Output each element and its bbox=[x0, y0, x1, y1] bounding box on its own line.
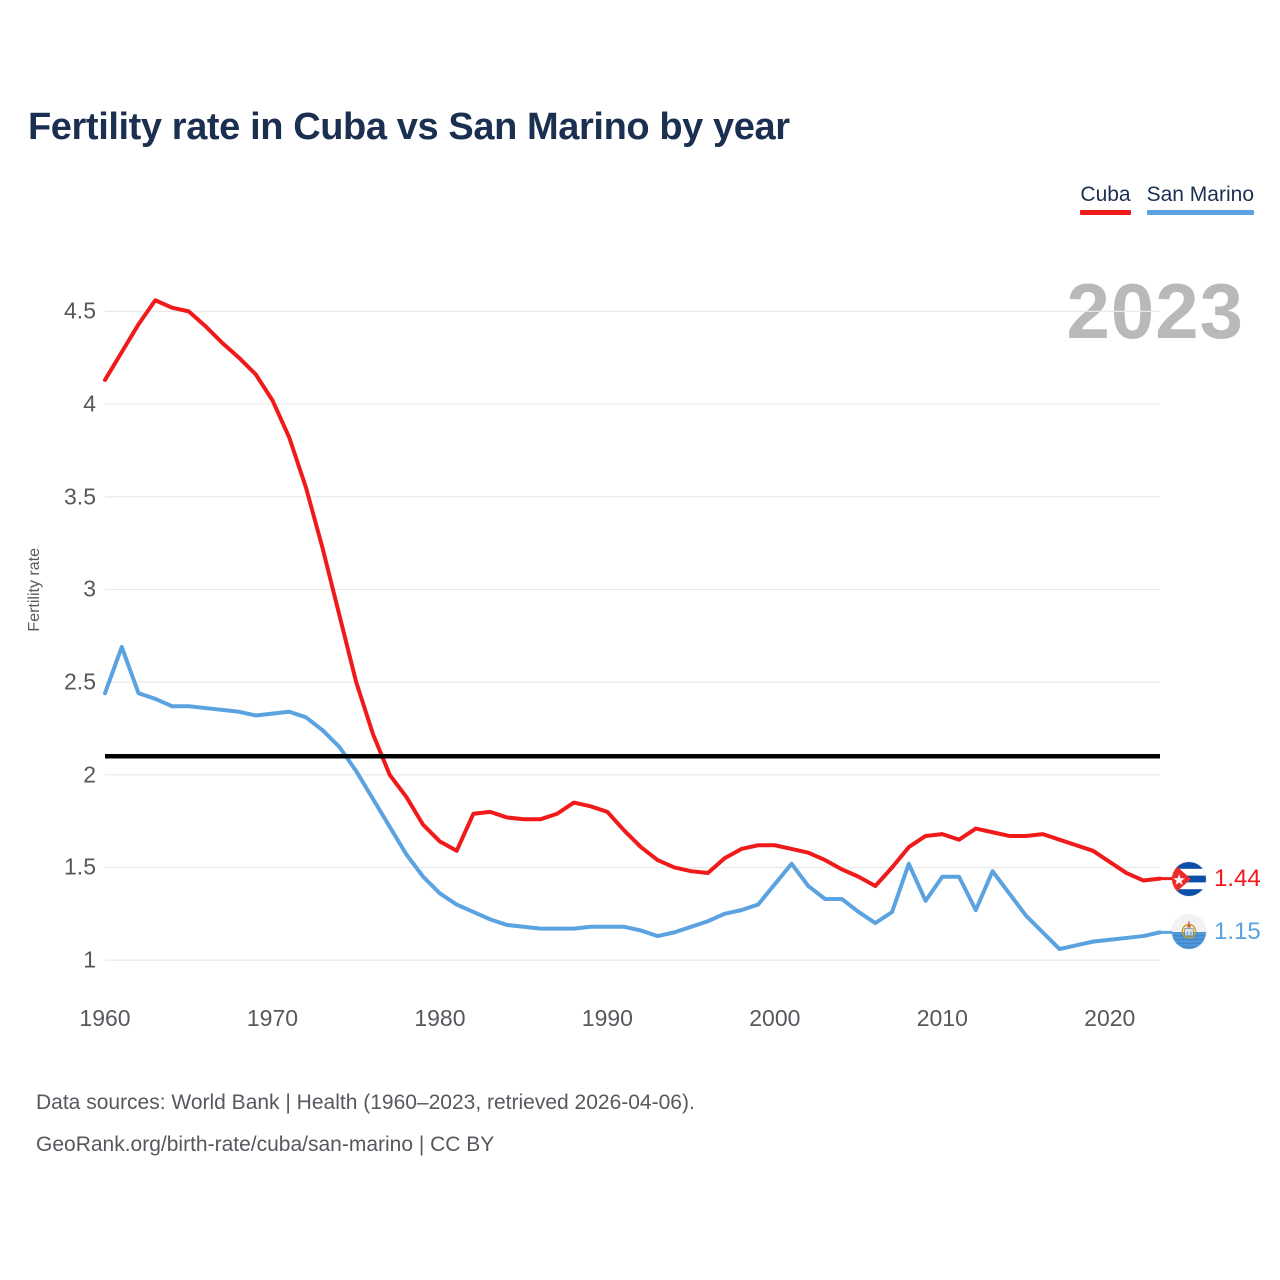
x-axis-tick-label: 1960 bbox=[79, 1005, 131, 1031]
series-line-cuba bbox=[103, 298, 1162, 889]
y-axis-ticks: 1 1.5 2 2.5 3 3.5 4 4.5 bbox=[0, 0, 96, 1280]
y-axis-tick-label: 4.5 bbox=[64, 297, 96, 324]
x-axis-tick-label: 1980 bbox=[414, 1005, 466, 1031]
x-axis-tick-label: 2000 bbox=[749, 1005, 801, 1031]
end-label-cuba: 1.44 bbox=[1172, 861, 1261, 896]
y-axis-tick-label: 2 bbox=[83, 761, 96, 788]
end-label-san-marino-value: 1.15 bbox=[1214, 918, 1261, 946]
legend-label-san-marino: San Marino bbox=[1146, 183, 1254, 206]
x-axis-tick-label: 2010 bbox=[916, 1005, 968, 1031]
x-axis-tick-label: 2020 bbox=[1084, 1005, 1136, 1031]
legend-swatch-san-marino bbox=[1146, 210, 1254, 215]
end-label-san-marino: 1.15 bbox=[1172, 915, 1261, 950]
cuba-flag-icon bbox=[1172, 861, 1206, 896]
y-axis-tick-label: 3 bbox=[83, 575, 96, 602]
series-line-san-marino bbox=[103, 644, 1162, 952]
x-axis-tick-label: 1970 bbox=[246, 1005, 299, 1031]
x-axis-tick-label: 1990 bbox=[581, 1005, 633, 1031]
y-axis-tick-label: 1.5 bbox=[64, 853, 96, 880]
page-title: Fertility rate in Cuba vs San Marino by … bbox=[28, 106, 790, 148]
legend-item-san-marino[interactable]: San Marino bbox=[1146, 183, 1254, 215]
x-axis-ticks: 1960 1970 1980 1990 2000 2010 2020 bbox=[0, 1005, 1280, 1045]
y-axis-tick-label: 2.5 bbox=[64, 668, 96, 695]
legend-label-cuba: Cuba bbox=[1080, 183, 1131, 206]
legend-item-cuba[interactable]: Cuba bbox=[1080, 183, 1131, 215]
end-label-cuba-value: 1.44 bbox=[1214, 864, 1261, 892]
footer-line-sources: Data sources: World Bank | Health (1960–… bbox=[36, 1091, 695, 1114]
footer: Data sources: World Bank | Health (1960–… bbox=[36, 1082, 695, 1166]
san-marino-flag-icon bbox=[1172, 915, 1206, 950]
y-axis-tick-label: 3.5 bbox=[64, 483, 96, 510]
y-axis-tick-label: 1 bbox=[83, 946, 96, 973]
legend: Cuba San Marino bbox=[1080, 183, 1254, 215]
y-axis-tick-label: 4 bbox=[83, 390, 96, 417]
legend-swatch-cuba bbox=[1080, 210, 1131, 215]
footer-line-attribution: GeoRank.org/birth-rate/cuba/san-marino |… bbox=[36, 1133, 495, 1156]
